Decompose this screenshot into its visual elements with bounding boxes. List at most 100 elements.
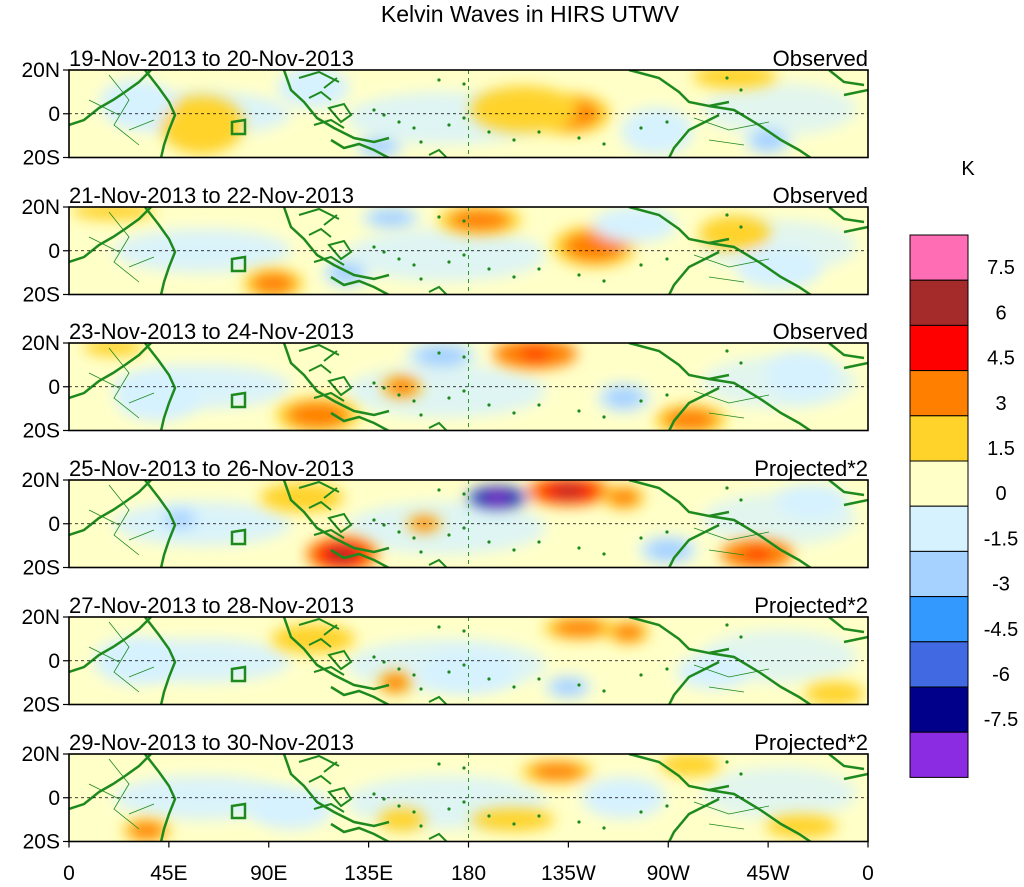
anomaly-blob — [748, 252, 811, 284]
panel-date-range: 25-Nov-2013 to 26-Nov-2013 — [69, 456, 354, 481]
colorbar-tick-label: -1.5 — [984, 528, 1018, 550]
colorbar-unit: K — [961, 158, 975, 180]
anomaly-blob — [432, 656, 505, 687]
y-tick-label: 20S — [23, 147, 60, 170]
colorbar-swatch — [909, 234, 969, 281]
y-tick-label: 0 — [48, 103, 60, 126]
anomaly-blob — [750, 129, 786, 151]
anomaly-blob — [703, 70, 766, 86]
anomaly-blob — [481, 810, 544, 829]
colorbar-tick-label: 6 — [995, 302, 1006, 324]
anomaly-blob — [630, 113, 684, 149]
anomaly-blob — [603, 386, 644, 409]
colorbar-tick-label: 3 — [995, 393, 1006, 415]
panel-3: 23-Nov-2013 to 24-Nov-2013 Observed 20N 0 20… — [21, 319, 869, 443]
panel-kind-label: Observed — [773, 183, 868, 208]
anomaly-blob — [286, 72, 340, 103]
anomaly-blob — [381, 673, 409, 692]
panel-date-range: 19-Nov-2013 to 20-Nov-2013 — [69, 46, 354, 71]
colorbar-swatch — [909, 279, 969, 326]
colorbar-swatch — [909, 731, 969, 778]
y-tick-label: 20N — [21, 743, 60, 766]
y-tick-label: 20N — [21, 59, 60, 82]
panel-kind-label: Projected*2 — [754, 456, 868, 481]
colorbar-tick-label: -6 — [992, 664, 1010, 686]
y-tick-label: 20S — [23, 694, 60, 717]
anomaly-blob — [286, 402, 349, 429]
x-tick-label: 0 — [63, 862, 75, 885]
panel-date-range: 23-Nov-2013 to 24-Nov-2013 — [69, 319, 354, 344]
colorbar-swatch — [909, 415, 969, 462]
anomaly-blob — [128, 821, 165, 840]
anomaly-blob — [608, 488, 640, 507]
anomaly-blob — [82, 207, 145, 218]
y-tick-label: 0 — [48, 650, 60, 673]
colorbar-swatch — [909, 686, 969, 733]
y-tick-label: 0 — [48, 240, 60, 263]
anomaly-blob — [484, 91, 564, 127]
x-tick-label: 45E — [150, 862, 187, 885]
anomaly-blob — [384, 810, 420, 829]
anomaly-blob — [171, 102, 234, 147]
colorbar-swatch — [909, 596, 969, 643]
anomaly-blob — [91, 343, 136, 354]
panel-4: 25-Nov-2013 to 26-Nov-2013 Projected*2 20N… — [21, 456, 869, 580]
colorbar-swatch — [909, 641, 969, 688]
anomaly-core — [743, 548, 771, 560]
colorbar-swatch — [909, 324, 969, 372]
panel-date-range: 29-Nov-2013 to 30-Nov-2013 — [69, 730, 354, 755]
colorbar-swatch — [909, 370, 969, 417]
y-tick-label: 20S — [23, 420, 60, 443]
chart-title: Kelvin Waves in HIRS UTWV — [381, 1, 680, 27]
anomaly-blob — [603, 211, 667, 238]
panel-1: 19-Nov-2013 to 20-Nov-2013 Observed 20N 0 20… — [21, 46, 869, 170]
anomaly-blob — [668, 756, 713, 774]
colorbar-tick-label: 4.5 — [987, 348, 1015, 370]
anomaly-blob — [663, 408, 718, 430]
anomaly-blob — [552, 619, 607, 637]
x-tick-label: 135E — [344, 862, 393, 885]
y-tick-label: 20S — [23, 284, 60, 307]
anomaly-blob — [646, 539, 691, 561]
y-tick-label: 0 — [48, 787, 60, 810]
y-tick-label: 20S — [23, 557, 60, 580]
anomaly-blob — [126, 380, 189, 416]
x-tick-label: 0 — [862, 862, 874, 885]
anomaly-core — [552, 485, 584, 497]
panel-kind-label: Observed — [773, 46, 868, 71]
y-tick-label: 20N — [21, 469, 60, 492]
anomaly-blob — [368, 209, 414, 227]
colorbar-tick-label: -4.5 — [984, 619, 1018, 641]
colorbar-tick-label: 0 — [995, 483, 1006, 505]
panel-date-range: 27-Nov-2013 to 28-Nov-2013 — [69, 593, 354, 618]
y-tick-label: 0 — [48, 376, 60, 399]
panel-kind-label: Projected*2 — [754, 730, 868, 755]
colorbar-tick-label: -7.5 — [984, 709, 1018, 731]
x-tick-label: 90W — [647, 862, 690, 885]
anomaly-blob — [812, 684, 857, 703]
anomaly-blob — [530, 762, 584, 781]
y-tick-label: 20S — [23, 831, 60, 854]
y-tick-label: 0 — [48, 513, 60, 536]
colorbar-tick-label: 1.5 — [987, 438, 1015, 460]
anomaly-blob — [251, 272, 296, 294]
anomaly-blob — [415, 345, 469, 368]
panel-date-range: 21-Nov-2013 to 22-Nov-2013 — [69, 183, 354, 208]
x-tick-label: 45W — [747, 862, 790, 885]
panel-2: 21-Nov-2013 to 22-Nov-2013 Observed 20N 0 20… — [21, 183, 869, 307]
x-tick-label: 180 — [451, 862, 486, 885]
anomaly-blob — [448, 209, 511, 232]
colorbar-swatch — [909, 505, 969, 552]
anomaly-core — [519, 348, 551, 360]
colorbar-tick-label: -3 — [992, 574, 1010, 596]
anomaly-blob — [259, 793, 323, 824]
panel-kind-label: Projected*2 — [754, 593, 868, 618]
panel-6: 29-Nov-2013 to 30-Nov-2013 Projected*2 20N… — [21, 730, 869, 854]
anomaly-blob — [550, 678, 587, 696]
colorbar-tick-label: 7.5 — [987, 257, 1015, 279]
colorbar-swatch — [909, 550, 969, 598]
x-tick-label: 90E — [250, 862, 287, 885]
anomaly-blob — [108, 85, 163, 121]
y-tick-label: 20N — [21, 332, 60, 355]
